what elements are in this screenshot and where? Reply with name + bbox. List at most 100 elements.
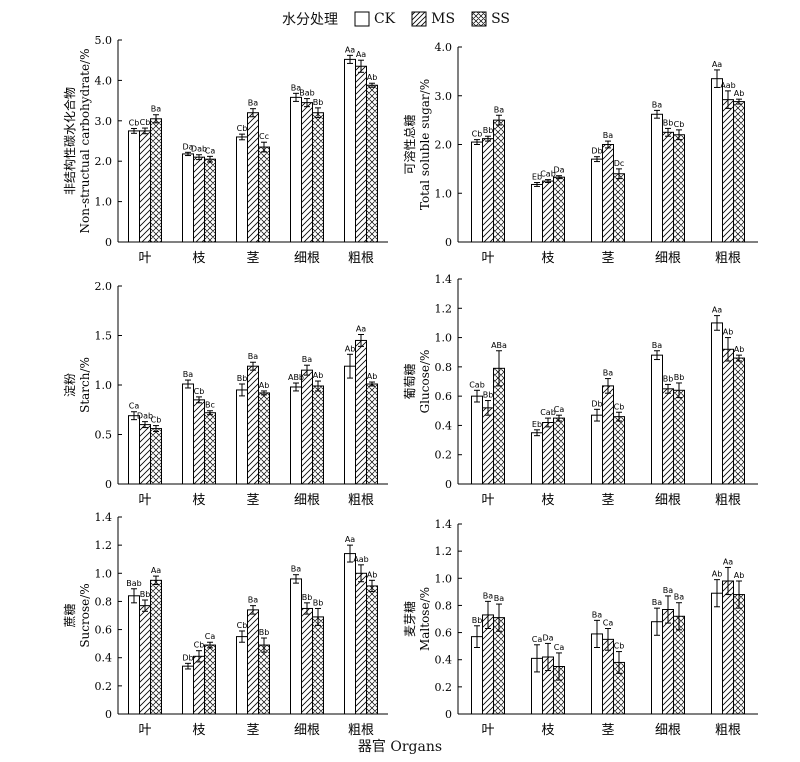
significance-label: Ba	[302, 355, 312, 364]
bar-ms	[355, 339, 367, 485]
y-tick-label: 0.6	[435, 390, 453, 403]
bar-ck	[344, 365, 356, 485]
significance-label: Cb	[472, 130, 483, 139]
bar-ck	[128, 415, 140, 485]
bar-ck	[290, 578, 302, 715]
y-tick-label: 0.4	[95, 652, 113, 665]
significance-label: Cb	[674, 120, 685, 129]
x-tick-label: 细根	[655, 493, 681, 508]
legend: 水分处理 CK MS SS	[0, 6, 800, 32]
bar-ms	[247, 112, 259, 243]
bar-ss	[204, 644, 216, 715]
significance-label: Aa	[712, 306, 722, 315]
bar-ck	[651, 113, 663, 243]
significance-label: ABa	[491, 341, 507, 350]
significance-label: Ab	[367, 570, 378, 579]
significance-label: Aab	[720, 81, 735, 90]
bar-ms	[301, 102, 313, 243]
significance-label: Ca	[205, 632, 216, 641]
bar-ss	[204, 158, 216, 243]
significance-label: Bb	[302, 593, 313, 602]
y-tick-label: 3.0	[95, 115, 113, 128]
significance-label: Ba	[248, 99, 258, 108]
y-tick-label: 0.4	[435, 419, 453, 432]
significance-label: Bb	[313, 598, 324, 607]
significance-label: Bb	[483, 391, 494, 400]
y-tick-label: 2.0	[95, 280, 113, 293]
significance-label: Bb	[313, 98, 324, 107]
bar-ms	[662, 388, 674, 485]
panel-2: 0 1.0 2.0 3.0 4.0 可溶性总糖Total soluble sugar/% 叶…	[402, 41, 758, 266]
bar-ck	[290, 96, 302, 243]
bar-ms	[247, 365, 259, 485]
significance-label: Dab	[137, 412, 153, 421]
bar-ck	[182, 665, 194, 715]
bar-ss	[150, 428, 162, 485]
significance-label: Ba	[291, 83, 301, 92]
significance-label: Ab	[734, 571, 745, 580]
bar-ss	[366, 383, 378, 485]
bar-ss	[150, 118, 162, 243]
significance-label: Da	[553, 166, 564, 175]
bar-ck	[471, 141, 483, 243]
x-axis-title: 器官 Organs	[357, 739, 443, 755]
bar-ms	[139, 605, 151, 715]
bar-ms	[193, 156, 205, 243]
panel-5: 0 0.2 0.4 0.6 0.8 1.0 1.2 1.4 蔗糖Sucrose/% 叶 Bab Bb A…	[62, 511, 388, 738]
significance-label: Dab	[191, 145, 207, 154]
y-tick-label: 5.0	[95, 34, 113, 47]
bar-ss	[553, 417, 565, 485]
x-tick-label: 枝	[192, 723, 205, 738]
y-axis-label: 可溶性总糖Total soluble sugar/%	[402, 79, 432, 210]
significance-label: Ba	[652, 598, 662, 607]
bar-ss	[733, 357, 745, 485]
x-tick-label: 粗根	[348, 493, 374, 508]
significance-label: Aa	[356, 50, 366, 59]
y-axis-label: 麦芽糖Maltose/%	[402, 587, 432, 651]
significance-label: Aab	[353, 555, 368, 564]
x-tick-label: 叶	[138, 251, 151, 266]
bar-ms	[139, 130, 151, 243]
bar-ss	[673, 615, 685, 715]
y-axis-label-en: Total soluble sugar/%	[418, 79, 432, 210]
y-tick-label: 1.0	[435, 332, 453, 345]
x-tick-label: 叶	[481, 251, 494, 266]
bar-ck	[591, 414, 603, 485]
significance-label: Aa	[345, 535, 355, 544]
y-tick-label: 0.8	[435, 361, 453, 374]
bar-ms	[542, 180, 554, 243]
x-tick-label: 叶	[138, 493, 151, 508]
y-tick-label: 1.0	[435, 572, 453, 585]
x-tick-label: 枝	[192, 251, 205, 266]
bar-ss	[204, 412, 216, 485]
significance-label: Cb	[614, 402, 625, 411]
legend-swatch-ss	[471, 11, 487, 27]
significance-label: Cc	[259, 132, 269, 141]
y-tick-label: 0.2	[435, 681, 453, 694]
bar-ss	[366, 84, 378, 243]
significance-label: Ba	[494, 594, 504, 603]
bar-ck	[711, 78, 723, 243]
bar-ss	[673, 134, 685, 243]
legend-label-ss: SS	[491, 11, 511, 27]
bar-ck	[651, 354, 663, 485]
y-tick-label: 2.0	[435, 139, 453, 152]
bar-ss	[312, 616, 324, 715]
bar-ck	[531, 432, 543, 485]
legend-item-ss: SS	[471, 11, 510, 27]
significance-label: Cb	[237, 124, 248, 133]
y-tick-label: 0.8	[435, 599, 453, 612]
significance-label: Bb	[472, 616, 483, 625]
significance-label: Ba	[291, 565, 301, 574]
x-tick-label: 枝	[541, 723, 554, 738]
significance-label: Aa	[723, 557, 733, 566]
x-tick-label: 叶	[481, 723, 494, 738]
y-tick-label: 0.6	[435, 627, 453, 640]
significance-label: Da	[182, 142, 193, 151]
significance-label: Bb	[237, 374, 248, 383]
significance-label: Ba	[603, 131, 613, 140]
y-tick-label: 0.8	[95, 595, 113, 608]
x-tick-label: 细根	[655, 251, 681, 266]
x-tick-label: 茎	[601, 251, 614, 266]
bar-ck	[236, 636, 248, 715]
